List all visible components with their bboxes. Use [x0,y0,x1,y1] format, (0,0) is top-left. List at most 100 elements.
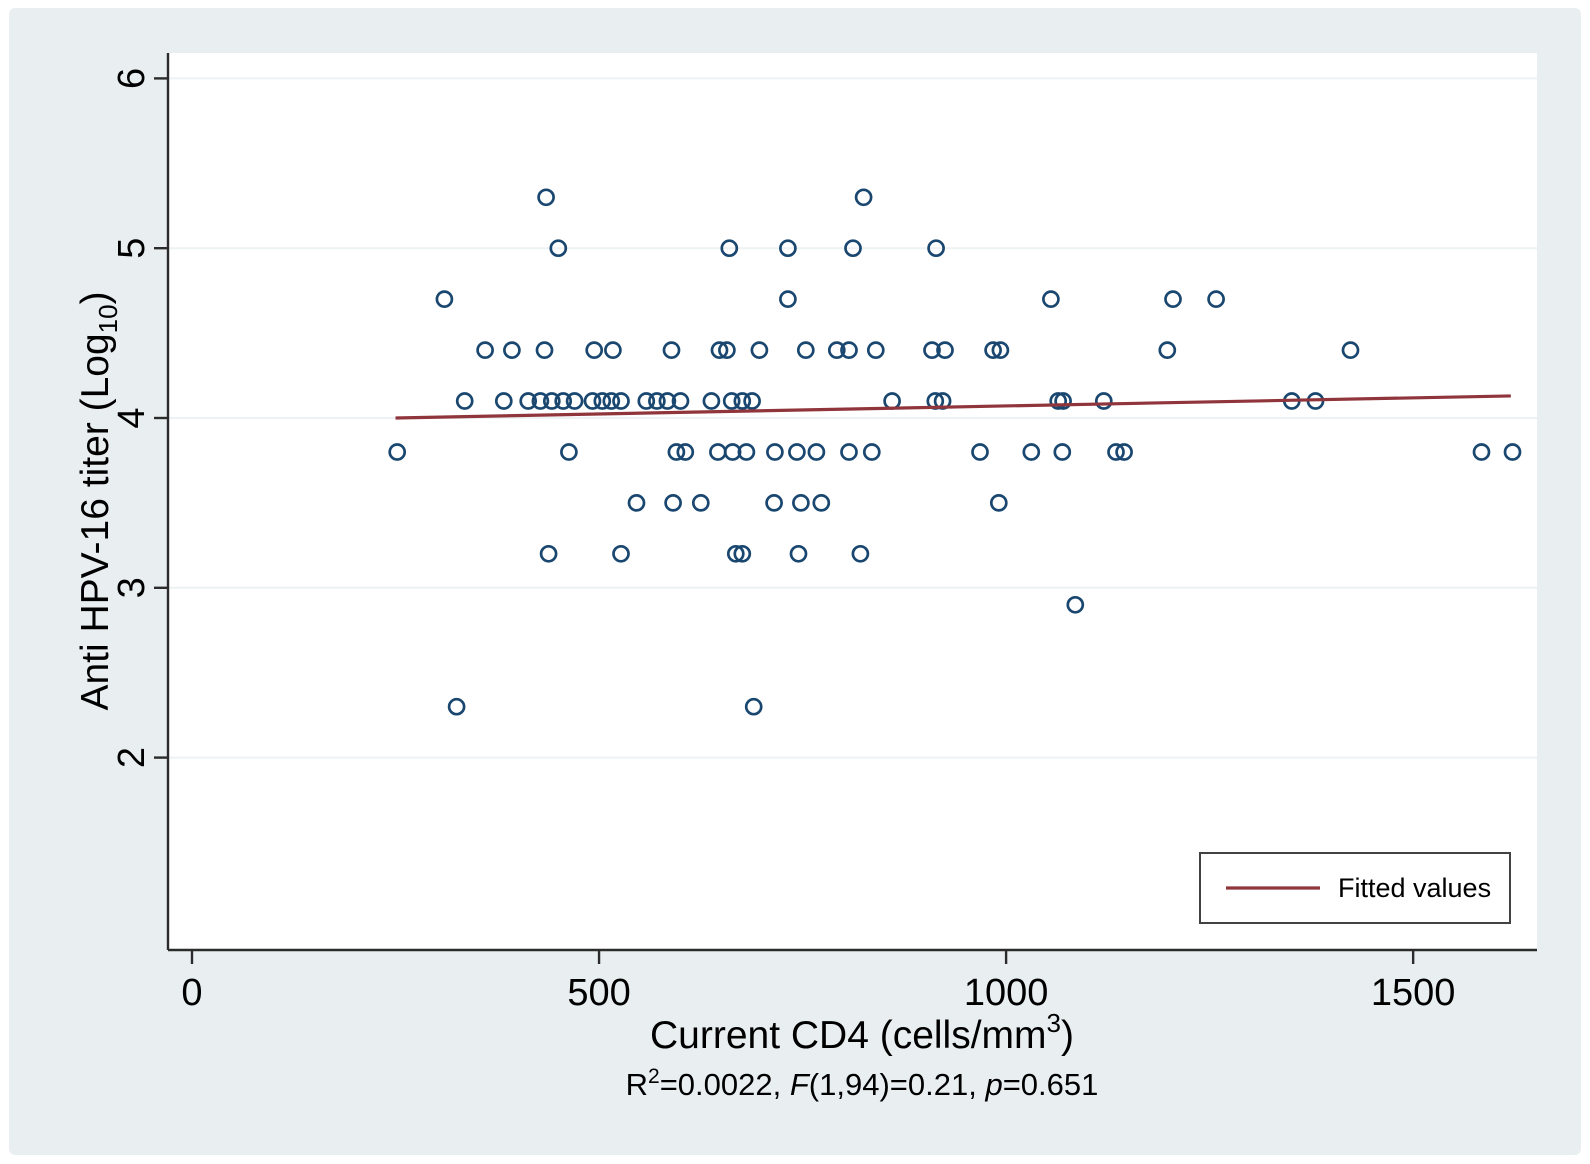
scatter-point [796,341,815,359]
scatter-point [388,443,407,461]
caption-p-italic: p [984,1067,1002,1102]
scatter-point [435,290,454,308]
plot-area [168,53,1537,950]
scatter-point [1022,443,1041,461]
x-axis-tick-label: 1500 [1371,972,1456,1014]
scatter-point [851,544,870,563]
scatter-point [765,494,783,512]
scatter-point [989,494,1008,512]
scatter-points-group [388,188,1522,716]
scatter-point [549,239,568,258]
scatter-point [691,494,710,512]
x-axis-title-close: ) [1061,1014,1074,1057]
caption-r: R [626,1067,648,1102]
caption-segment-2: (1,94)=0.21, [809,1067,986,1102]
axis-ticks-group: 2 3 4 5 6 0 500 1000 1500 [111,68,1455,1014]
scatter-point [722,392,741,410]
scatter-point [927,239,945,258]
scatter-point [827,341,846,359]
scatter-point [535,341,554,359]
caption-f-italic: F [790,1067,811,1102]
scatter-point [733,544,752,563]
scatter-point [936,341,954,359]
scatter-point [750,341,769,359]
scatter-point [854,188,873,207]
scatter-point [812,494,831,512]
scatter-point [1094,392,1113,410]
x-axis-title: Current CD4 (cells/mm3) [650,1008,1074,1057]
scatter-point [840,443,858,461]
legend-box: Fitted values [1199,852,1511,924]
scatter-point [984,341,1002,359]
scatter-point [744,697,763,716]
scatter-point [537,188,555,207]
scatter-point [766,443,784,461]
scatter-point [658,392,677,410]
y-axis-title-close: ) [74,291,117,304]
scatter-point [662,341,681,359]
stats-caption: R2=0.0022, F(1,94)=0.21, p=0.651 [626,1065,1099,1102]
scatter-point [602,392,621,410]
scatter-point [866,341,885,359]
scatter-point [664,494,682,512]
scatter-point [720,239,739,258]
scatter-point [702,392,721,410]
scatter-point [1158,341,1177,359]
scatter-point [1066,595,1085,614]
scatter-point [1472,443,1491,461]
scatter-point [844,239,862,258]
scatter-point [585,341,604,359]
scatter-point [604,341,622,359]
scatter-point [554,392,573,410]
scatter-point [1049,392,1068,410]
scatter-point [789,544,808,563]
scatter-point [539,544,558,563]
x-axis-tick-label: 500 [567,972,630,1014]
scatter-point [671,392,690,410]
y-axis-tick-label: 6 [111,68,153,89]
scatter-point [542,392,561,410]
caption-r-superscript: 2 [648,1065,660,1088]
scatter-point [737,443,756,461]
scatter-point [971,443,989,461]
y-axis-tick-label: 3 [111,577,153,598]
x-axis-title-superscript: 3 [1047,1008,1061,1038]
scatter-point [1341,341,1360,359]
scatter-point [718,341,736,359]
scatter-point [710,341,729,359]
scatter-point [627,494,646,512]
scatter-point [726,544,745,563]
caption-segment-1: =0.0022, [660,1067,790,1102]
scatter-point [840,341,858,359]
scatter-point [637,392,656,410]
fitted-line [395,394,1511,420]
scatter-point [494,392,513,410]
scatter-point [519,392,538,410]
scatter-point [862,443,881,461]
scatter-point [447,697,466,716]
scatter-point [648,392,666,410]
scatter-point [792,494,810,512]
x-axis-tick-label: 1000 [964,972,1049,1014]
scatter-point [503,341,521,359]
y-axis-tick-label: 2 [111,747,153,768]
scatter-point [560,443,578,461]
scatter-point [667,443,686,461]
scatter-point [1503,443,1522,461]
y-axis-title-main: Anti HPV-16 titer (Log [74,333,117,710]
scatter-point [531,392,550,410]
scatter-point [1164,290,1182,308]
scatter-point [612,392,630,410]
scatter-point [733,392,752,410]
y-axis-tick-label: 4 [111,407,153,428]
scatter-point [1054,392,1072,410]
legend-label: Fitted values [1338,873,1491,903]
scatter-point [455,392,474,410]
scatter-point [779,239,797,258]
scatter-point [991,341,1010,359]
scatter-point [476,341,494,359]
scatter-point [743,392,761,410]
scatter-point [676,443,695,461]
